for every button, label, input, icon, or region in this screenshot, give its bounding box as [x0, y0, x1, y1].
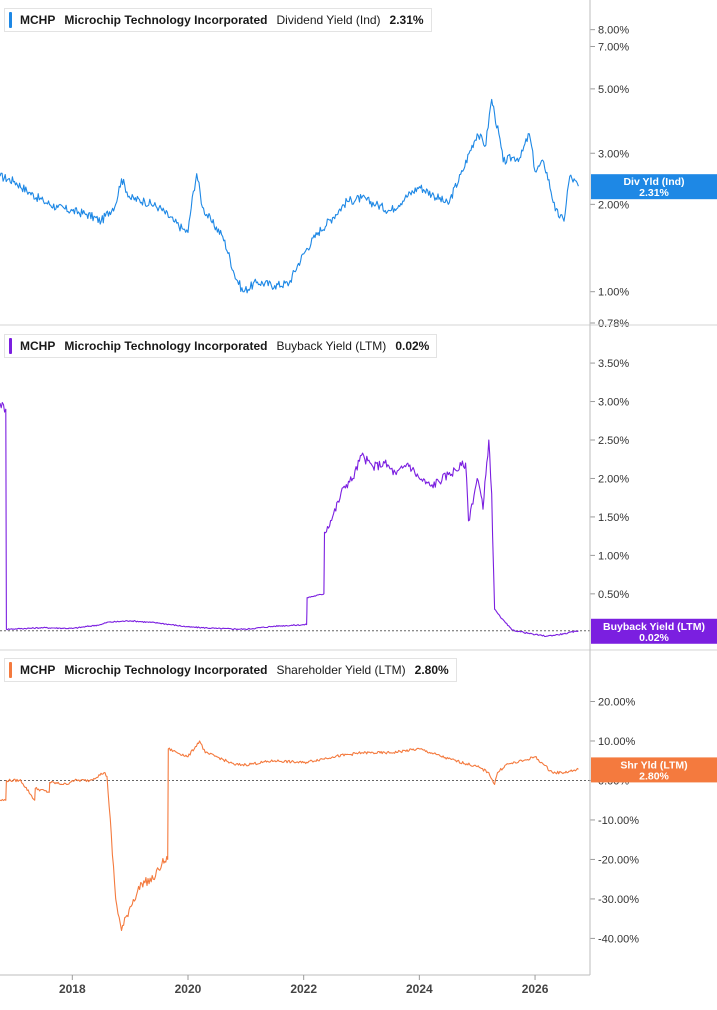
series-line: [0, 98, 579, 294]
y-tick-label: -10.00%: [598, 815, 639, 827]
legend-ticker: MCHP: [20, 339, 56, 353]
legend-value: 0.02%: [395, 339, 430, 353]
y-tick-label: 5.00%: [598, 84, 629, 96]
legend-metric: Buyback Yield (LTM): [276, 339, 387, 353]
buyback-yield-legend: MCHP Microchip Technology Incorporated B…: [4, 334, 438, 358]
y-tick-label: 7.00%: [598, 41, 629, 53]
badge-value: 2.80%: [639, 770, 669, 782]
dividend-yield-swatch: [9, 12, 12, 28]
x-tick-label: 2026: [522, 982, 549, 996]
y-tick-label: 1.50%: [598, 512, 629, 524]
x-tick-label: 2024: [406, 982, 433, 996]
legend-ticker: MCHP: [20, 663, 56, 677]
y-tick-label: 10.00%: [598, 736, 636, 748]
x-tick-label: 2022: [290, 982, 317, 996]
shareholder-yield-swatch: [9, 662, 12, 678]
y-tick-label: 8.00%: [598, 25, 629, 37]
badge-title: Buyback Yield (LTM): [603, 621, 705, 633]
x-tick-label: 2018: [59, 982, 86, 996]
current-value-badge: [591, 174, 717, 200]
series-line: [0, 740, 579, 932]
buyback-yield-swatch: [9, 338, 12, 354]
y-tick-label: 2.00%: [598, 473, 629, 485]
badge-title: Div Yld (Ind): [623, 176, 684, 188]
y-tick-label: 1.00%: [598, 287, 629, 299]
y-tick-label: 3.00%: [598, 148, 629, 160]
y-tick-label: 0.50%: [598, 589, 629, 601]
legend-company: Microchip Technology Incorporated: [64, 663, 268, 677]
y-tick-label: 3.00%: [598, 397, 629, 409]
badge-title: Shr Yld (LTM): [620, 759, 687, 771]
y-tick-label: 20.00%: [598, 696, 636, 708]
y-tick-label: 3.50%: [598, 358, 629, 370]
legend-value: 2.80%: [414, 663, 449, 677]
legend-value: 2.31%: [389, 13, 424, 27]
y-tick-label: 0.78%: [598, 318, 629, 330]
badge-value: 2.31%: [639, 187, 669, 199]
series-line: [0, 401, 579, 638]
legend-company: Microchip Technology Incorporated: [64, 339, 268, 353]
legend-ticker: MCHP: [20, 13, 56, 27]
y-tick-label: 1.00%: [598, 550, 629, 562]
shareholder-yield-legend: MCHP Microchip Technology Incorporated S…: [4, 658, 457, 682]
y-tick-label: -20.00%: [598, 854, 639, 866]
x-tick-label: 2020: [175, 982, 202, 996]
y-tick-label: -40.00%: [598, 933, 639, 945]
y-tick-label: 2.50%: [598, 435, 629, 447]
badge-value: 0.02%: [639, 632, 669, 644]
current-value-badge: [591, 757, 717, 783]
y-tick-label: 2.00%: [598, 199, 629, 211]
y-tick-label: -30.00%: [598, 894, 639, 906]
legend-metric: Dividend Yield (Ind): [276, 13, 381, 27]
legend-company: Microchip Technology Incorporated: [64, 13, 268, 27]
legend-metric: Shareholder Yield (LTM): [276, 663, 406, 677]
dividend-yield-legend: MCHP Microchip Technology Incorporated D…: [4, 8, 432, 32]
current-value-badge: [591, 618, 717, 644]
